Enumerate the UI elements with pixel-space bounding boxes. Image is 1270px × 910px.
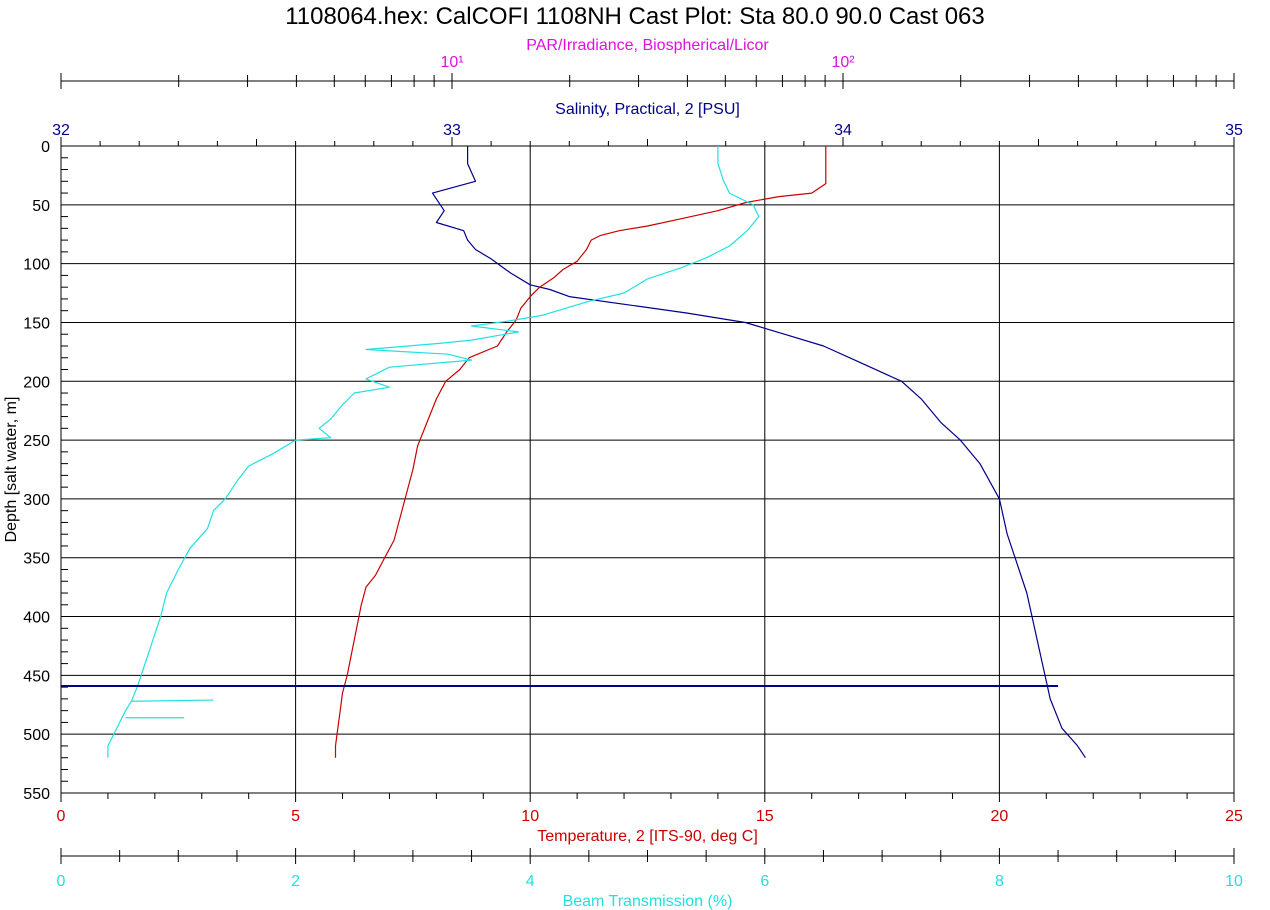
depth-tick-label: 50 xyxy=(32,198,50,215)
salinity-axis-label: Salinity, Practical, 2 [PSU] xyxy=(555,101,740,118)
beam-line xyxy=(107,146,760,758)
beam-tick-label: 8 xyxy=(995,873,1004,890)
depth-tick-label: 150 xyxy=(23,315,50,332)
depth-tick-label: 400 xyxy=(23,610,50,627)
par-tick-label: 10¹ xyxy=(440,54,463,71)
par-axis-label: PAR/Irradiance, Biospherical/Licor xyxy=(526,37,769,54)
plot-grid xyxy=(60,145,1235,794)
depth-axis-label: Depth [salt water, m] xyxy=(3,397,20,543)
salinity-tick-label: 32 xyxy=(52,122,70,139)
depth-tick-label: 450 xyxy=(23,668,50,685)
temperature-tick-label: 5 xyxy=(291,808,300,825)
depth-tick-label: 100 xyxy=(23,257,50,274)
profile-series xyxy=(61,146,1086,759)
depth-tick-label: 500 xyxy=(23,727,50,744)
beam-tick-label: 2 xyxy=(291,873,300,890)
temperature-tick-label: 15 xyxy=(756,808,774,825)
beam-tick-label: 10 xyxy=(1225,873,1243,890)
par-axis: 10¹ 10² PAR/Irradiance, Biospherical/Licor xyxy=(60,37,1235,89)
par-tick-label: 10² xyxy=(831,54,855,71)
salinity-axis: 32 33 34 35 Salinity, Practical, 2 [PSU] xyxy=(52,101,1243,147)
temperature-tick-label: 10 xyxy=(521,808,539,825)
beam-tick-label: 4 xyxy=(526,873,535,890)
salinity-tick-label: 34 xyxy=(834,122,852,139)
depth-axis: 0 50 100 150 200 250 300 350 400 450 500 550 Depth [… xyxy=(3,139,68,803)
depth-tick-label: 550 xyxy=(23,786,50,803)
temperature-axis-label: Temperature, 2 [ITS-90, deg C] xyxy=(537,828,758,845)
salinity-line xyxy=(431,146,1086,759)
beam_spikes-segment xyxy=(131,699,214,702)
depth-tick-label: 0 xyxy=(41,139,50,156)
chart-title: 1108064.hex: CalCOFI 1108NH Cast Plot: S… xyxy=(285,3,985,30)
beam-axis-label: Beam Transmission (%) xyxy=(563,893,733,910)
beam-tick-label: 6 xyxy=(760,873,769,890)
depth-tick-label: 350 xyxy=(23,551,50,568)
temperature-tick-label: 25 xyxy=(1225,808,1243,825)
salinity-tick-label: 35 xyxy=(1225,122,1243,139)
temperature-tick-label: 20 xyxy=(991,808,1009,825)
depth-tick-label: 200 xyxy=(23,374,50,391)
beam-transmission-axis: 0 2 4 6 8 10 Beam Transmission (%) xyxy=(57,848,1243,910)
depth-tick-label: 250 xyxy=(23,433,50,450)
temperature-tick-label: 0 xyxy=(57,808,66,825)
depth-tick-label: 300 xyxy=(23,492,50,509)
beam-tick-label: 0 xyxy=(57,873,66,890)
salinity-tick-label: 33 xyxy=(443,122,461,139)
temperature-line xyxy=(334,146,827,758)
temperature-axis: 0 5 10 15 20 25 Temperature, 2 [ITS-90, deg C] xyxy=(57,793,1243,845)
plot-frame xyxy=(60,145,1235,794)
